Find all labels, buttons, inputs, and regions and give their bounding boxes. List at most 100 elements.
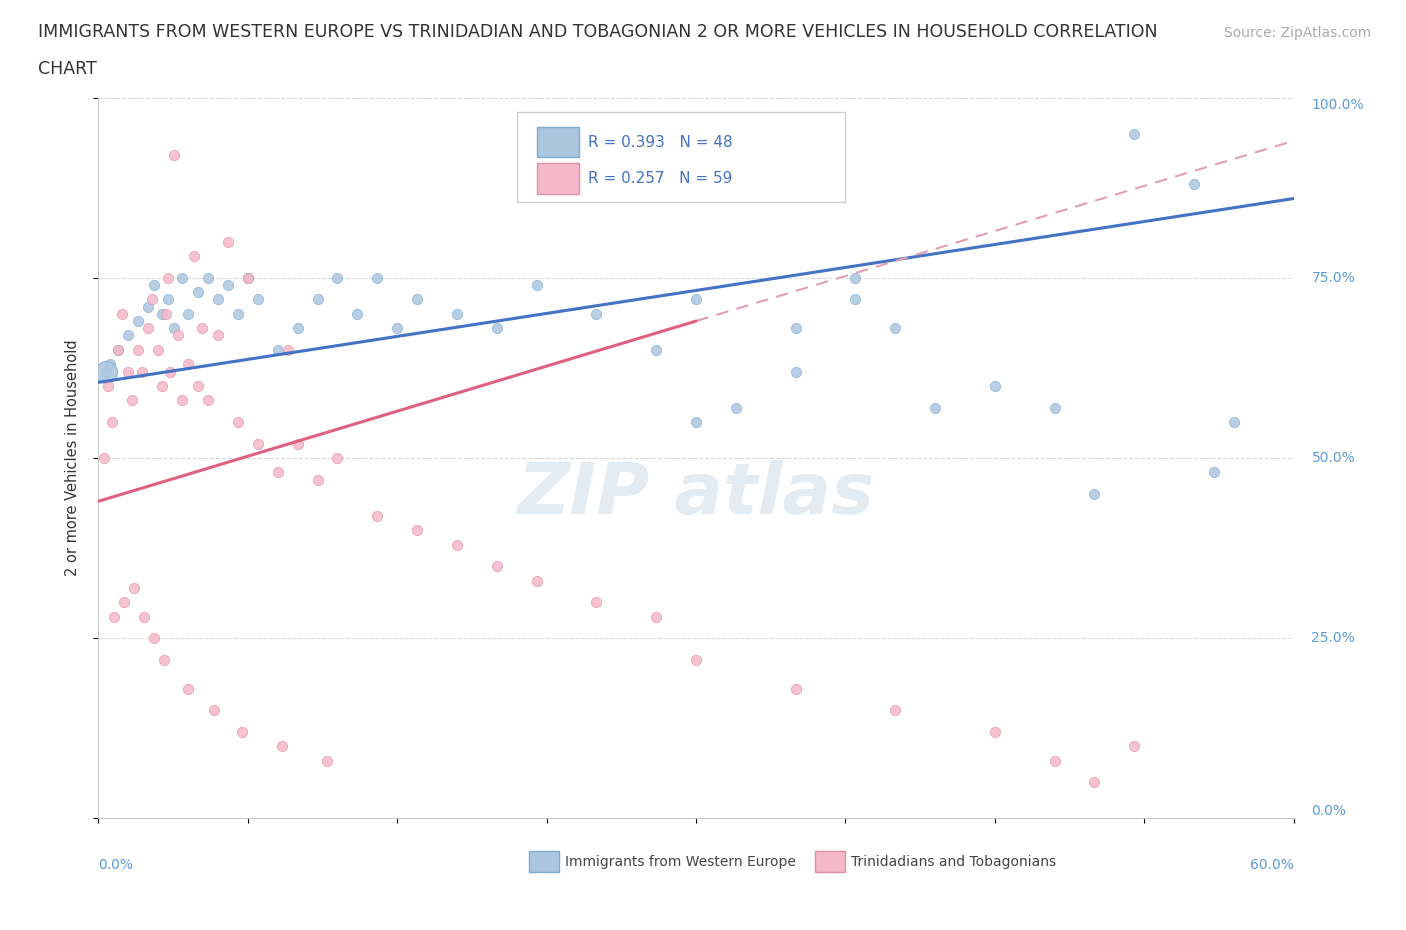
- Point: [1043, 753, 1066, 768]
- Point: [187, 285, 209, 299]
- Point: [148, 342, 170, 357]
- Text: R = 0.257   N = 59: R = 0.257 N = 59: [589, 171, 733, 186]
- Point: [121, 392, 143, 407]
- Point: [1043, 400, 1066, 415]
- Point: [117, 328, 139, 343]
- Point: [96, 365, 118, 379]
- Point: [236, 271, 259, 286]
- Point: [526, 277, 548, 292]
- Point: [645, 609, 668, 624]
- Point: [172, 271, 194, 286]
- Point: [984, 724, 1007, 739]
- Point: [1123, 126, 1146, 141]
- Point: [406, 292, 429, 307]
- Point: [177, 357, 200, 372]
- Point: [1083, 775, 1105, 790]
- Point: [98, 357, 122, 372]
- Point: [267, 465, 290, 480]
- Point: [97, 379, 120, 393]
- Text: 25.0%: 25.0%: [1312, 631, 1355, 645]
- Point: [167, 328, 190, 343]
- Point: [645, 342, 668, 357]
- Point: [924, 400, 946, 415]
- Point: [172, 392, 194, 407]
- Point: [226, 415, 249, 430]
- Point: [385, 321, 409, 336]
- Point: [141, 292, 163, 307]
- Point: [526, 573, 548, 588]
- Point: [231, 724, 253, 739]
- Point: [197, 271, 219, 286]
- Point: [197, 392, 219, 407]
- Point: [187, 379, 209, 393]
- Point: [307, 472, 329, 487]
- Point: [217, 234, 239, 249]
- Point: [163, 148, 186, 163]
- Text: ZIP atlas: ZIP atlas: [517, 459, 875, 528]
- Bar: [529, 851, 558, 872]
- Point: [1083, 486, 1105, 501]
- Point: [485, 559, 508, 574]
- Point: [1223, 415, 1246, 430]
- Text: 0.0%: 0.0%: [98, 858, 134, 872]
- Text: IMMIGRANTS FROM WESTERN EUROPE VS TRINIDADIAN AND TOBAGONIAN 2 OR MORE VEHICLES : IMMIGRANTS FROM WESTERN EUROPE VS TRINID…: [38, 23, 1157, 41]
- Point: [150, 379, 173, 393]
- Point: [157, 292, 180, 307]
- Point: [724, 400, 747, 415]
- Text: 100.0%: 100.0%: [1312, 98, 1364, 112]
- Bar: [815, 851, 845, 872]
- Point: [107, 342, 129, 357]
- Text: R = 0.393   N = 48: R = 0.393 N = 48: [589, 135, 733, 150]
- Point: [287, 436, 309, 451]
- Point: [117, 365, 139, 379]
- Point: [177, 681, 200, 696]
- Point: [884, 321, 907, 336]
- Point: [112, 595, 135, 610]
- Point: [326, 271, 349, 286]
- Point: [202, 703, 225, 718]
- Point: [191, 321, 214, 336]
- Point: [485, 321, 508, 336]
- Point: [134, 609, 156, 624]
- Point: [131, 365, 153, 379]
- Bar: [537, 164, 579, 193]
- Point: [246, 436, 269, 451]
- Point: [1202, 465, 1225, 480]
- Point: [316, 753, 339, 768]
- Point: [685, 653, 707, 668]
- Point: [155, 307, 177, 322]
- Point: [785, 365, 807, 379]
- Point: [177, 307, 200, 322]
- Point: [107, 342, 129, 357]
- Point: [111, 307, 134, 322]
- Point: [1182, 177, 1205, 192]
- Point: [127, 313, 149, 328]
- Point: [585, 595, 607, 610]
- Text: 75.0%: 75.0%: [1312, 271, 1355, 285]
- FancyBboxPatch shape: [517, 112, 845, 202]
- Point: [226, 307, 249, 322]
- Text: Immigrants from Western Europe: Immigrants from Western Europe: [565, 855, 796, 869]
- Point: [163, 321, 186, 336]
- Point: [236, 271, 259, 286]
- Point: [101, 415, 124, 430]
- Point: [150, 307, 173, 322]
- Point: [366, 271, 388, 286]
- Point: [307, 292, 329, 307]
- Point: [287, 321, 309, 336]
- Point: [103, 609, 125, 624]
- Point: [346, 307, 368, 322]
- Point: [183, 249, 205, 264]
- Point: [844, 292, 866, 307]
- Text: 0.0%: 0.0%: [1312, 804, 1347, 818]
- Point: [277, 342, 299, 357]
- Text: Trinidadians and Tobagonians: Trinidadians and Tobagonians: [852, 855, 1056, 869]
- Point: [1123, 738, 1146, 753]
- Point: [217, 277, 239, 292]
- Point: [844, 271, 866, 286]
- Text: Source: ZipAtlas.com: Source: ZipAtlas.com: [1223, 26, 1371, 40]
- Bar: [537, 127, 579, 157]
- Point: [207, 292, 229, 307]
- Point: [136, 299, 159, 314]
- Text: 50.0%: 50.0%: [1312, 451, 1355, 465]
